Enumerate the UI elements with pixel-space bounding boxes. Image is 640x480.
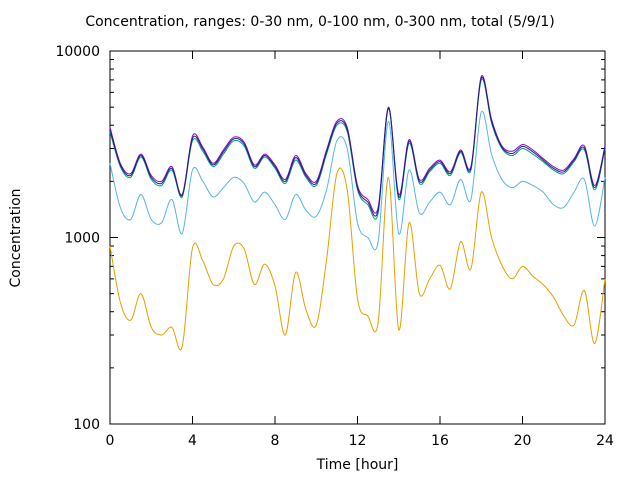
- series-lines: [109, 75, 606, 351]
- series-line-3: [109, 78, 606, 220]
- x-tick-label: 0: [106, 433, 115, 449]
- x-tick-label: 4: [188, 433, 197, 449]
- y-axis-label: Concentration: [8, 188, 24, 288]
- chart-title: Concentration, ranges: 0-30 nm, 0-100 nm…: [85, 14, 555, 30]
- x-tick-label: 12: [349, 433, 367, 449]
- x-tick-label: 20: [514, 433, 532, 449]
- x-tick-label: 8: [271, 433, 280, 449]
- x-axis-label: Time [hour]: [316, 457, 399, 473]
- axis-tick-labels: 0 4 8 12 16 20 24 100 1000 10000: [55, 44, 614, 449]
- series-line-2: [109, 110, 606, 251]
- x-tick-label: 24: [596, 433, 614, 449]
- y-tick-label: 10000: [55, 44, 100, 60]
- series-line-5: [109, 76, 606, 217]
- plot-frame: [109, 50, 606, 425]
- series-line-1: [109, 167, 606, 351]
- y-tick-label: 100: [73, 417, 100, 433]
- series-line-4: [109, 75, 606, 214]
- axis-ticks: [109, 50, 606, 425]
- y-tick-label: 1000: [64, 231, 100, 247]
- plot-border: [109, 50, 606, 425]
- x-tick-label: 16: [431, 433, 449, 449]
